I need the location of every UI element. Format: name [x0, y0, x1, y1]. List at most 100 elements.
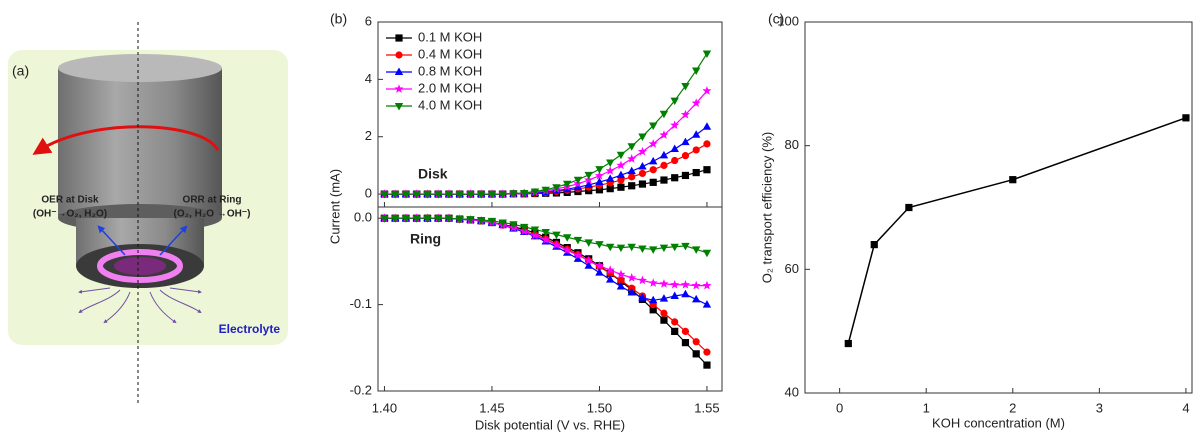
marker	[681, 137, 690, 146]
marker	[595, 241, 604, 249]
x-tick-label: 1	[923, 400, 930, 415]
marker	[573, 250, 583, 260]
marker	[1182, 114, 1190, 122]
marker	[509, 221, 518, 229]
marker	[681, 242, 690, 251]
marker	[671, 318, 679, 326]
marker	[584, 175, 594, 184]
marker	[616, 244, 626, 253]
marker	[649, 178, 657, 186]
marker	[648, 278, 658, 287]
marker	[573, 254, 583, 262]
marker	[680, 279, 691, 289]
x-tick-label: 0	[836, 400, 843, 415]
marker	[649, 166, 657, 174]
marker	[659, 244, 669, 253]
marker	[584, 255, 594, 265]
legend-label: 0.4 M KOH	[418, 46, 482, 61]
legend-marker	[394, 84, 404, 93]
marker	[562, 245, 572, 255]
ring-electrode	[97, 249, 183, 283]
legend-marker	[394, 103, 404, 111]
x-tick-label: 1.45	[479, 400, 504, 415]
marker	[649, 306, 657, 314]
y-tick-label: 80	[785, 137, 799, 152]
marker	[605, 166, 615, 175]
marker	[509, 190, 518, 199]
marker	[844, 339, 852, 348]
marker	[702, 50, 712, 59]
marker	[606, 185, 614, 193]
panel-label: (a)	[12, 63, 29, 79]
marker	[692, 130, 701, 138]
marker	[551, 240, 562, 249]
y-tick-label: 6	[365, 13, 372, 28]
marker	[670, 120, 680, 130]
electrode-top	[58, 54, 222, 82]
marker	[649, 246, 658, 254]
marker	[391, 191, 400, 199]
marker	[401, 191, 411, 199]
y-tick-label: 100	[777, 13, 799, 28]
marker	[541, 186, 550, 195]
x-tick-label: 1.40	[372, 400, 397, 415]
marker	[692, 350, 700, 358]
marker	[680, 109, 691, 119]
marker	[627, 143, 636, 151]
marker	[702, 300, 712, 308]
marker	[628, 173, 636, 181]
marker	[870, 241, 878, 249]
marker	[638, 245, 647, 253]
marker	[681, 82, 690, 91]
series-line	[384, 217, 707, 287]
marker	[594, 170, 605, 180]
legend-marker	[395, 51, 403, 59]
marker	[660, 176, 668, 184]
marker	[434, 191, 443, 199]
marker	[692, 146, 700, 154]
marker	[455, 216, 464, 224]
marker	[455, 191, 464, 199]
marker	[584, 239, 593, 247]
x-tick-label: 4	[1182, 400, 1189, 415]
marker	[692, 168, 700, 177]
orr-label: ORR at Ring	[183, 195, 242, 206]
marker	[671, 156, 679, 165]
annotation: Disk	[418, 166, 448, 182]
marker	[466, 191, 475, 199]
marker	[627, 273, 637, 282]
marker	[681, 289, 690, 298]
marker	[659, 150, 669, 159]
plot-frame	[377, 206, 723, 392]
electrode-body	[58, 68, 222, 218]
marker	[681, 339, 690, 347]
marker	[703, 361, 711, 369]
marker	[616, 160, 626, 170]
marker	[605, 265, 615, 274]
marker	[702, 280, 712, 290]
marker	[638, 169, 647, 178]
marker	[660, 316, 668, 324]
y-tick-label: 0	[365, 186, 372, 201]
marker	[671, 174, 679, 182]
marker	[702, 249, 712, 258]
legend-marker	[395, 34, 403, 42]
marker	[681, 327, 690, 335]
marker	[595, 177, 604, 186]
marker	[692, 294, 701, 303]
marker	[703, 166, 711, 174]
marker	[670, 279, 680, 289]
marker	[573, 176, 583, 185]
marker	[401, 215, 411, 223]
orr-reaction: (O₂, H₂O →OH⁻)	[174, 209, 251, 220]
marker	[660, 161, 668, 170]
marker	[380, 215, 389, 223]
marker	[648, 139, 658, 148]
marker	[584, 180, 593, 188]
marker	[691, 280, 701, 290]
marker	[477, 191, 486, 199]
flow-lines	[78, 287, 202, 324]
marker	[606, 243, 615, 252]
